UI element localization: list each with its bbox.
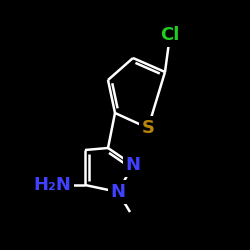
Text: Cl: Cl [160,26,180,44]
Text: N: N [126,156,140,174]
Text: H₂N: H₂N [33,176,71,194]
Text: S: S [142,119,154,137]
Text: N: N [110,183,126,201]
